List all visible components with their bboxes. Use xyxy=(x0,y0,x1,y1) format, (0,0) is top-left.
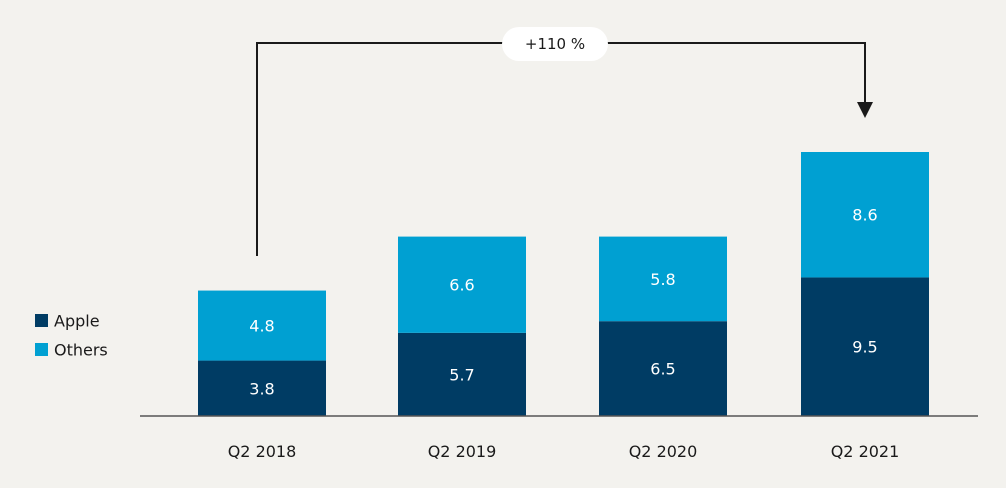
growth-arrow-head xyxy=(857,102,873,118)
bar-apple-4 xyxy=(801,277,929,416)
bars-group: 3.8 4.8 5.7 6.6 6.5 5.8 9.5 8.6 xyxy=(198,152,929,416)
bar-apple-3 xyxy=(599,321,727,416)
data-label-others-3: 5.8 xyxy=(650,270,675,289)
legend-label-apple: Apple xyxy=(54,312,100,331)
bar-others-4 xyxy=(801,152,929,278)
growth-annotation: +110 % xyxy=(256,27,873,256)
x-tick-label: Q2 2021 xyxy=(831,442,900,461)
data-label-apple-3: 6.5 xyxy=(650,360,675,379)
growth-bracket-line xyxy=(256,42,866,256)
bar-apple-1 xyxy=(198,360,326,416)
x-tick-label: Q2 2020 xyxy=(629,442,698,461)
bar-others-3 xyxy=(599,236,727,322)
bar-apple-2 xyxy=(398,332,526,416)
legend: Apple Others xyxy=(35,312,108,360)
growth-label-box xyxy=(502,27,608,61)
data-label-apple-4: 9.5 xyxy=(852,338,877,357)
data-label-others-4: 8.6 xyxy=(852,206,877,225)
growth-label: +110 % xyxy=(525,35,585,53)
legend-swatch-apple xyxy=(35,314,48,327)
x-tick-labels: Q2 2018 Q2 2019 Q2 2020 Q2 2021 xyxy=(228,442,900,461)
bar-others-2 xyxy=(398,236,526,333)
legend-swatch-others xyxy=(35,343,48,356)
legend-label-others: Others xyxy=(54,341,108,360)
data-label-apple-2: 5.7 xyxy=(449,365,474,384)
data-label-others-1: 4.8 xyxy=(249,317,274,336)
x-tick-label: Q2 2018 xyxy=(228,442,297,461)
x-tick-label: Q2 2019 xyxy=(428,442,497,461)
data-label-others-2: 6.6 xyxy=(449,276,474,295)
bar-others-1 xyxy=(198,290,326,361)
data-label-apple-1: 3.8 xyxy=(249,379,274,398)
